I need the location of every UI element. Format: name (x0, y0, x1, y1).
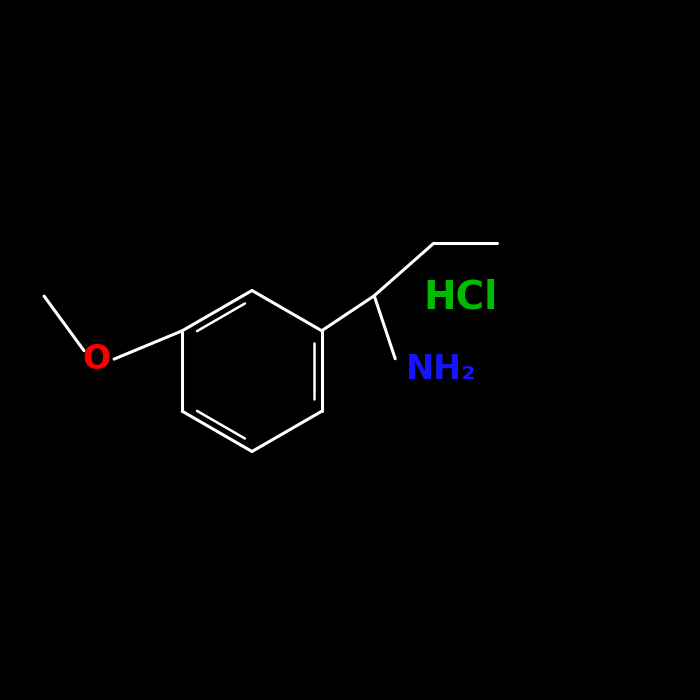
Text: O: O (83, 342, 111, 376)
Text: HCl: HCl (424, 279, 498, 316)
Text: NH₂: NH₂ (406, 353, 477, 386)
